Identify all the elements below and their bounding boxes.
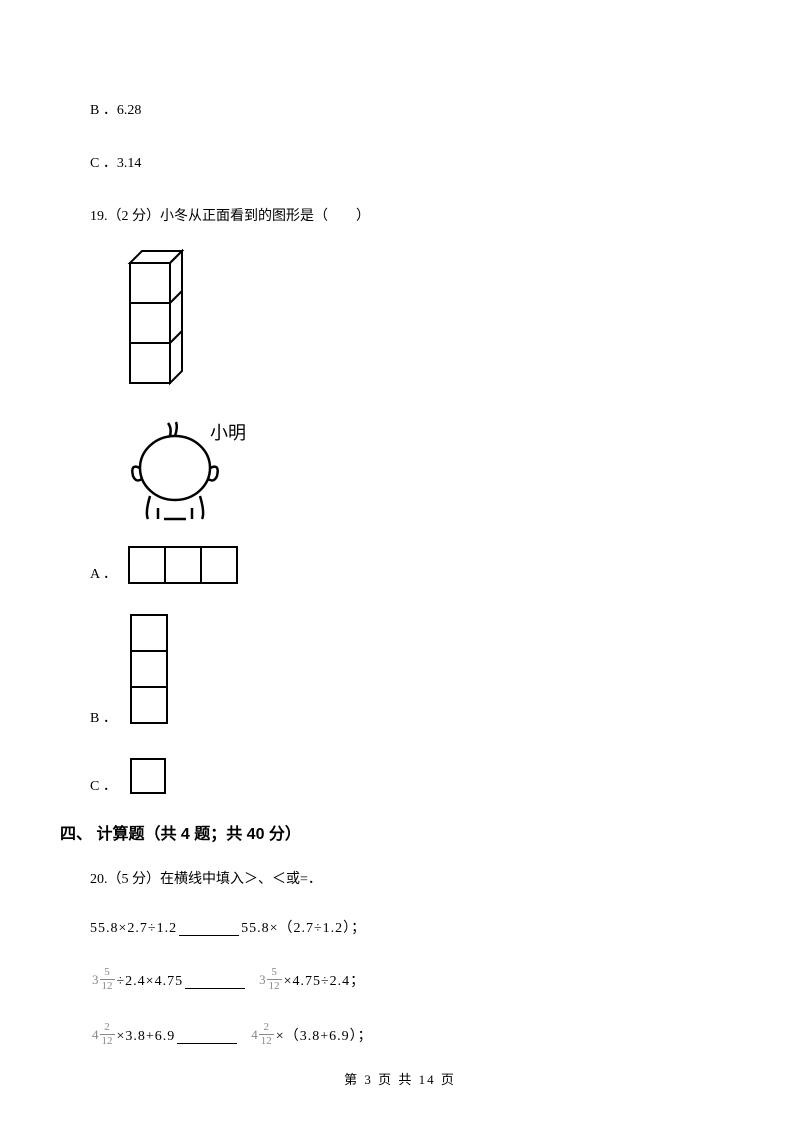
frac-den: 12 <box>259 1034 274 1047</box>
mixed-fraction: 3 5 12 <box>259 967 282 992</box>
q19-option-b-label: B ． <box>90 708 117 731</box>
frac-den: 12 <box>100 979 115 992</box>
person-label: 小明 <box>210 423 246 443</box>
q20-eq3-left: ×3.8+6.9 <box>117 1026 176 1047</box>
q20-eq1-right: 55.8×（2.7÷1.2）； <box>241 918 366 939</box>
frac-den: 12 <box>100 1034 115 1047</box>
frac-num: 2 <box>262 1022 272 1034</box>
blank-line <box>177 1030 237 1044</box>
mixed-fraction: 4 2 12 <box>251 1022 274 1047</box>
q20-eq2: 3 5 12 ÷2.4×4.75 3 5 12 ×4.75÷2.4； <box>90 969 710 994</box>
frac-num: 2 <box>102 1022 112 1034</box>
frac-num: 5 <box>102 967 112 979</box>
q19-option-b-figure <box>127 611 175 731</box>
q19-stack-figure <box>120 243 710 393</box>
frac-num: 5 <box>269 967 279 979</box>
frac-den: 12 <box>267 979 282 992</box>
blank-line <box>179 922 239 936</box>
mixed-fraction: 4 2 12 <box>92 1022 115 1047</box>
q19-option-c-figure <box>127 755 171 799</box>
frac-whole: 4 <box>251 1025 258 1045</box>
q19-option-a-figure <box>127 543 247 587</box>
mixed-fraction: 3 5 12 <box>92 967 115 992</box>
q20-text: 20.（5 分）在横线中填入＞、＜或=． <box>90 869 710 890</box>
section-4-heading: 四、 计算题（共 4 题；共 40 分） <box>60 823 710 847</box>
frac-whole: 3 <box>259 970 266 990</box>
frac-whole: 3 <box>92 970 99 990</box>
frac-whole: 4 <box>92 1025 99 1045</box>
q19-option-a-label: A ． <box>90 564 117 587</box>
page-footer: 第 3 页 共 14 页 <box>0 1069 800 1088</box>
q20-eq3-right: ×（3.8+6.9）； <box>276 1026 373 1047</box>
q19-option-c-label: C ． <box>90 776 117 799</box>
blank-line <box>185 975 245 989</box>
q20-eq1: 55.8×2.7÷1.2 55.8×（2.7÷1.2）； <box>90 918 710 939</box>
option-c-text: C ．3.14 <box>90 153 710 174</box>
q19-text: 19.（2 分）小冬从正面看到的图形是（ ） <box>90 206 710 227</box>
q19-person-figure: 小明 <box>120 413 710 523</box>
q20-eq2-left: ÷2.4×4.75 <box>117 971 184 992</box>
q20-eq2-right: ×4.75÷2.4； <box>284 971 366 992</box>
q20-eq3: 4 2 12 ×3.8+6.9 4 2 12 ×（3.8+6.9）； <box>90 1024 710 1049</box>
option-b-text: B ．6.28 <box>90 100 710 121</box>
q20-eq1-left: 55.8×2.7÷1.2 <box>90 918 177 939</box>
